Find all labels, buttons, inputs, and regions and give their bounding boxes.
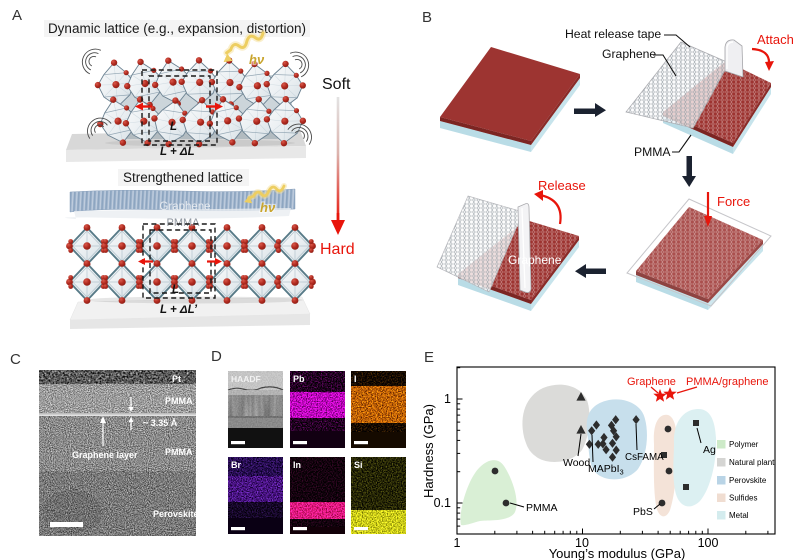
svg-text:100: 100	[698, 536, 719, 550]
svg-text:CsFAMA: CsFAMA	[625, 452, 664, 463]
svg-text:Force: Force	[717, 194, 750, 209]
svg-text:PbS: PbS	[633, 506, 653, 518]
svg-text:Soft: Soft	[322, 76, 351, 93]
svg-text:A: A	[12, 7, 22, 24]
svg-text:hν: hν	[249, 52, 265, 67]
svg-text:L + ΔL: L + ΔL	[160, 146, 195, 158]
svg-text:PMMA: PMMA	[167, 217, 201, 229]
svg-text:Sulfides: Sulfides	[729, 494, 757, 503]
svg-text:Ag: Ag	[703, 444, 716, 456]
svg-text:HAADF: HAADF	[231, 374, 261, 384]
svg-text:L + ΔL’: L + ΔL’	[160, 304, 198, 316]
svg-text:Graphene layer: Graphene layer	[72, 450, 138, 460]
svg-text:Pb: Pb	[293, 374, 305, 384]
svg-text:Polymer: Polymer	[729, 440, 759, 449]
svg-text:Strengthened lattice: Strengthened lattice	[123, 170, 243, 185]
svg-text:Perovskite: Perovskite	[153, 509, 199, 519]
svg-text:D: D	[211, 348, 222, 365]
svg-text:~ 3.35 Å: ~ 3.35 Å	[143, 418, 178, 428]
svg-text:Dynamic lattice (e.g., expansi: Dynamic lattice (e.g., expansion, distor…	[48, 21, 306, 36]
svg-text:Br: Br	[231, 460, 241, 470]
svg-text:MAPbI3: MAPbI3	[588, 463, 624, 477]
svg-text:PMMA: PMMA	[165, 396, 193, 406]
svg-text:I: I	[354, 374, 357, 384]
svg-text:1: 1	[454, 536, 461, 550]
svg-text:Perovskite: Perovskite	[729, 476, 767, 485]
svg-text:Graphene: Graphene	[508, 253, 562, 267]
svg-text:E: E	[424, 349, 434, 366]
svg-text:10: 10	[575, 536, 589, 550]
svg-text:1: 1	[444, 392, 451, 406]
svg-text:C: C	[10, 351, 21, 368]
svg-text:Attach: Attach	[757, 32, 794, 47]
svg-text:PMMA: PMMA	[526, 502, 558, 514]
svg-text:L: L	[170, 121, 177, 133]
svg-text:Natural plant: Natural plant	[729, 458, 775, 467]
svg-text:Graphene: Graphene	[627, 376, 676, 388]
svg-text:Release: Release	[538, 178, 586, 193]
svg-text:Si: Si	[354, 460, 363, 470]
svg-text:Young’s modulus (GPa): Young’s modulus (GPa)	[549, 546, 686, 560]
svg-text:hν: hν	[260, 200, 276, 215]
svg-text:Pt: Pt	[172, 374, 181, 384]
svg-text:L: L	[172, 284, 179, 296]
svg-text:Graphene: Graphene	[159, 201, 210, 213]
svg-text:Metal: Metal	[729, 511, 749, 520]
svg-text:In: In	[293, 460, 301, 470]
svg-text:PMMA/graphene: PMMA/graphene	[686, 376, 769, 388]
svg-text:Hard: Hard	[320, 241, 355, 258]
svg-text:Hardness (GPa): Hardness (GPa)	[421, 404, 436, 498]
svg-text:B: B	[422, 9, 432, 26]
svg-text:PMMA: PMMA	[165, 447, 193, 457]
svg-text:Graphene: Graphene	[602, 47, 656, 61]
svg-text:0.1: 0.1	[434, 496, 451, 510]
svg-text:Heat release tape: Heat release tape	[565, 27, 661, 41]
svg-text:PMMA: PMMA	[634, 145, 671, 159]
svg-text:Wood: Wood	[563, 457, 590, 469]
